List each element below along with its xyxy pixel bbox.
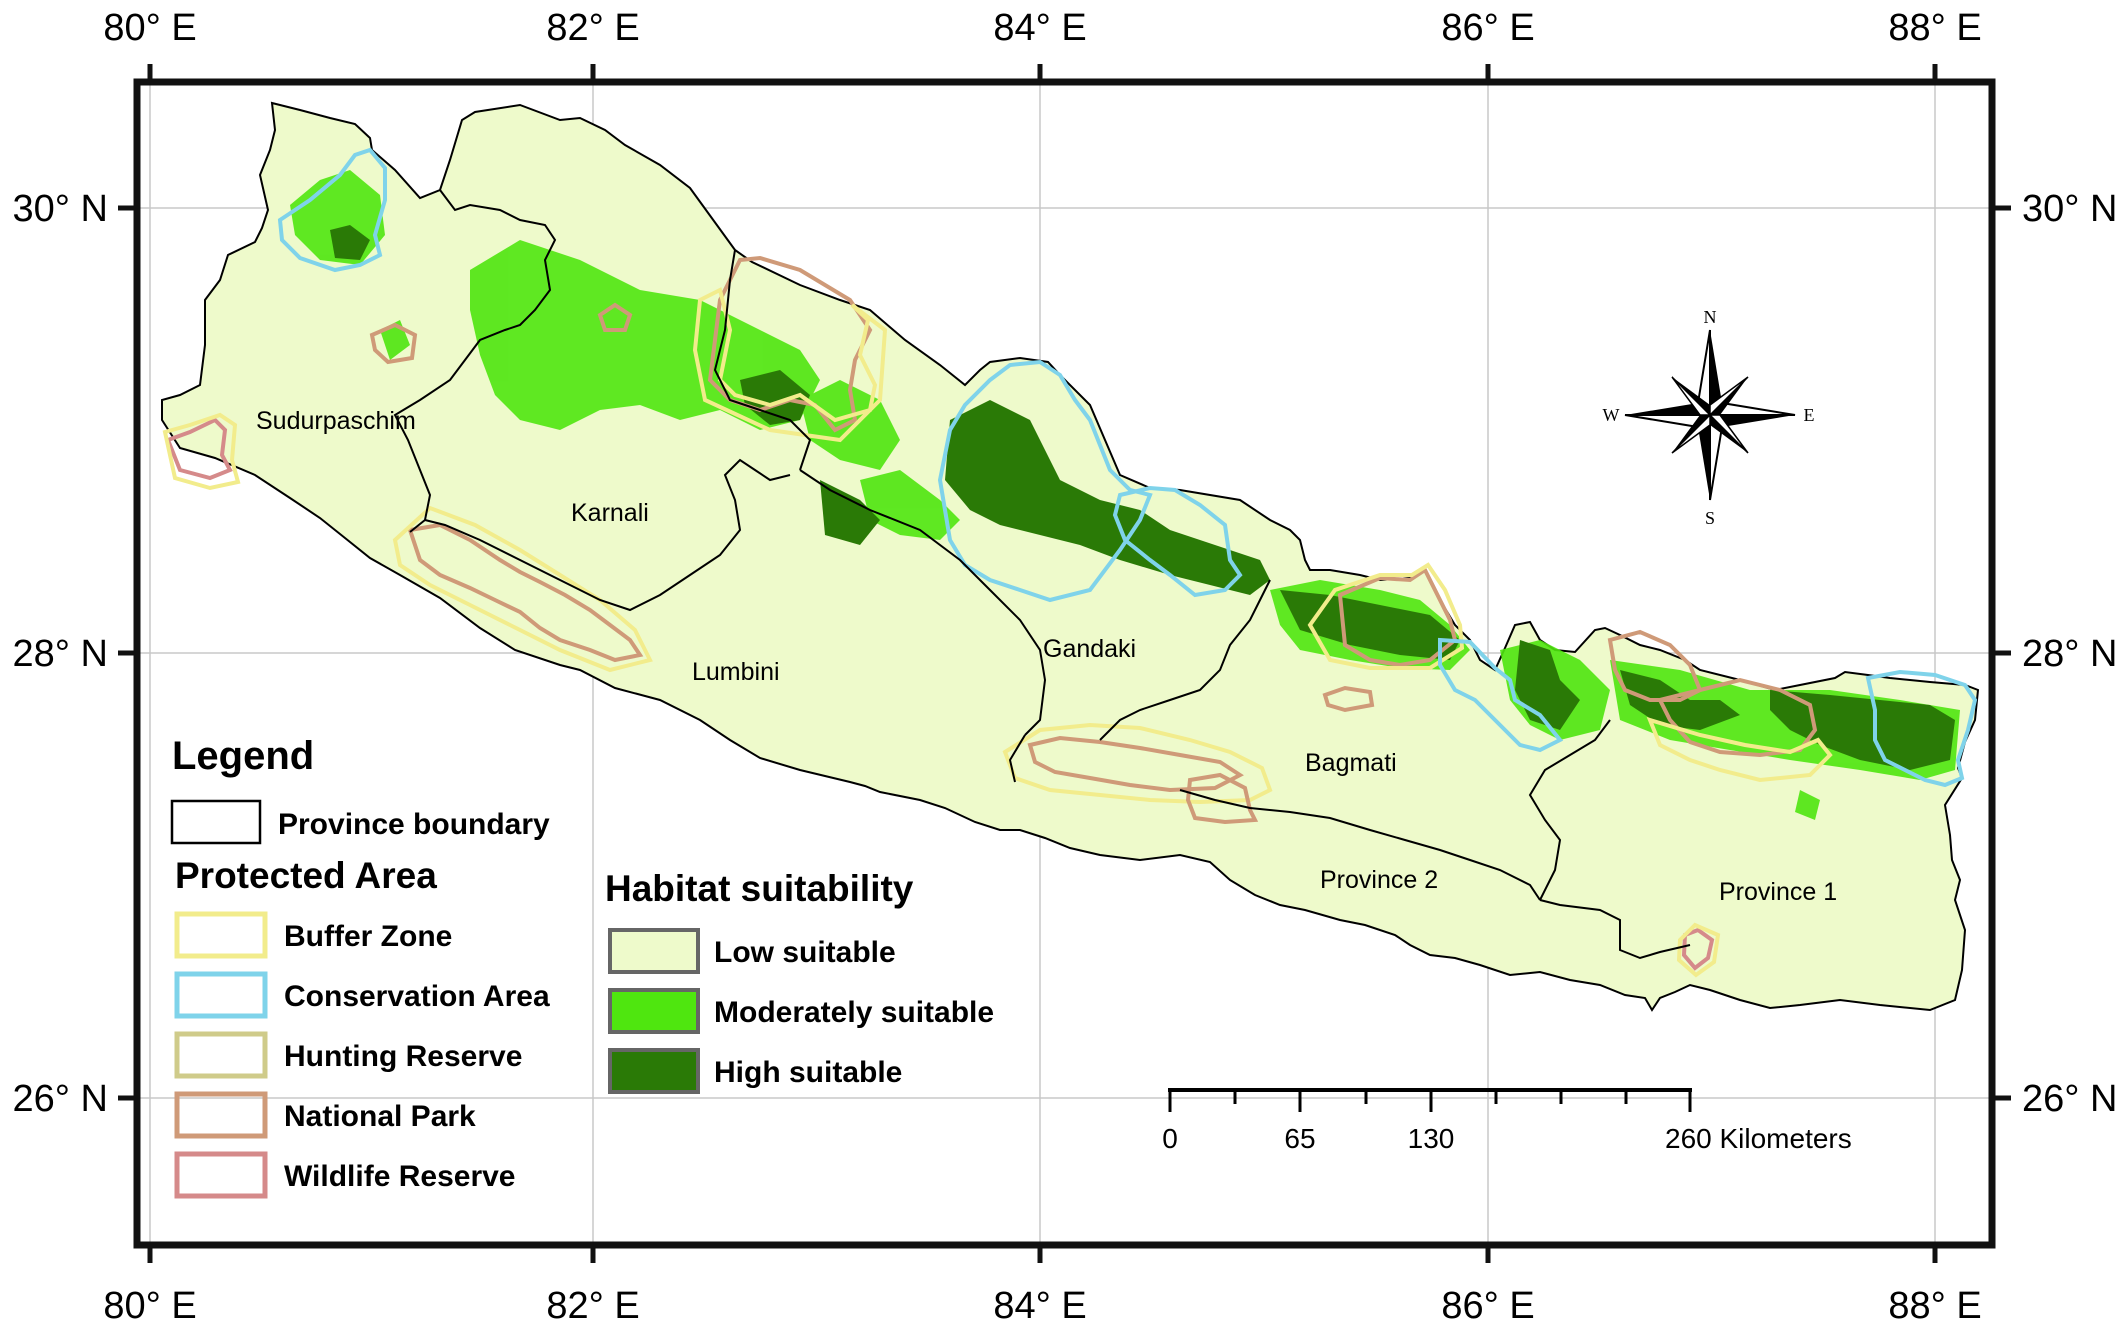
legend-title: Legend: [172, 734, 314, 778]
left-label-26: 26° N: [13, 1078, 108, 1120]
legend-label-national-park: National Park: [284, 1100, 476, 1133]
legend-swatch-province-boundary: [170, 799, 262, 845]
legend-label-conservation-area: Conservation Area: [284, 980, 550, 1013]
right-label-26: 26° N: [2022, 1078, 2117, 1120]
national-park-khaptad: [597, 302, 633, 332]
top-label-80: 80° E: [103, 7, 196, 49]
buffer-zone-chitwan: [1002, 722, 1273, 805]
legend-label-hunting-reserve: Hunting Reserve: [284, 1040, 522, 1073]
legend-swatch-moderately-suitable: [608, 988, 700, 1034]
legend-label-buffer-zone: Buffer Zone: [284, 920, 452, 953]
bottom-label-84: 84° E: [993, 1285, 1086, 1327]
top-label-86: 86° E: [1441, 7, 1534, 49]
boundary-lumbini-gandaki: [799, 469, 1047, 736]
buffer-zone-koshi: [1676, 922, 1721, 978]
label-karnali: Karnali: [571, 499, 649, 527]
national-park-rara: [369, 322, 418, 365]
scale-label-65: 65: [1284, 1123, 1315, 1154]
label-sudurpaschim: Sudurpaschim: [256, 407, 416, 435]
buffer-zone-shey: [692, 287, 888, 443]
bottom-label-82: 82° E: [546, 1285, 639, 1327]
wildlife-reserve-shuklaphanta: [165, 417, 233, 481]
legend-label-province-boundary: Province boundary: [278, 808, 550, 841]
buffer-zone-langtang: [1307, 562, 1465, 670]
scale-bar: 0 65 130 260 Kilometers: [1162, 1088, 1852, 1154]
boundary-province2-province1: [1539, 899, 1691, 960]
compass-w: W: [1603, 405, 1620, 425]
legend-swatch-low-suitable: [608, 928, 700, 974]
compass-s: S: [1705, 508, 1715, 528]
left-label-30: 30° N: [13, 188, 108, 230]
legend: Legend Province boundary Protected Area …: [170, 734, 994, 1199]
compass-e: E: [1804, 405, 1815, 425]
bottom-label-86: 86° E: [1441, 1285, 1534, 1327]
high-habitat: [330, 225, 1955, 770]
legend-label-high-suitable: High suitable: [714, 1056, 902, 1089]
right-label-30: 30° N: [2022, 188, 2117, 230]
bottom-label-88: 88° E: [1888, 1285, 1981, 1327]
scale-label-260-kilometers: 260 Kilometers: [1665, 1123, 1852, 1154]
legend-swatch-national-park: [174, 1091, 268, 1139]
conservation-area-west: [277, 147, 387, 273]
label-gandaki: Gandaki: [1043, 635, 1136, 663]
protected-area-title: Protected Area: [175, 855, 437, 896]
national-park-chitwan: [1027, 735, 1244, 793]
wildlife-reserve-koshi: [1681, 927, 1715, 971]
scale-label-130: 130: [1408, 1123, 1455, 1154]
top-label-82: 82° E: [546, 7, 639, 49]
national-park-makalu: [1657, 677, 1818, 758]
left-label-28: 28° N: [13, 633, 108, 675]
top-label-88: 88° E: [1888, 7, 1981, 49]
conservation-area-annapurna: [937, 359, 1153, 603]
label-bagmati: Bagmati: [1305, 749, 1397, 777]
compass-n: N: [1704, 307, 1717, 327]
buffer-zone-makalu: [1646, 716, 1833, 783]
legend-swatch-high-suitable: [608, 1048, 700, 1094]
label-province-2: Province 2: [1320, 866, 1438, 894]
boundary-gandaki-bagmati: [1099, 579, 1271, 741]
right-label-28: 28° N: [2022, 633, 2117, 675]
province-labels: Sudurpaschim Karnali Lumbini Gandaki Bag…: [256, 407, 1837, 906]
buffer-zone-bardia: [392, 505, 653, 673]
scale-label-0: 0: [1162, 1123, 1178, 1154]
national-park-langtang: [1337, 567, 1458, 668]
legend-swatch-wildlife-reserve: [174, 1151, 268, 1199]
boundary-lumbini-south: [1008, 734, 1026, 783]
compass-rose: N S E W: [1603, 307, 1815, 528]
bottom-label-80: 80° E: [103, 1285, 196, 1327]
label-lumbini: Lumbini: [692, 658, 780, 686]
conservation-area-kanchenjunga: [1865, 669, 1978, 788]
buffer-zone-shuklaphanta: [162, 412, 241, 491]
national-park-sagarmatha: [1607, 629, 1703, 702]
legend-swatch-hunting-reserve: [174, 1031, 268, 1079]
national-park-bardia: [407, 522, 644, 663]
boundary-bagmati-province2: [1179, 789, 1541, 901]
legend-label-low-suitable: Low suitable: [714, 936, 896, 969]
boundary-sudurpaschim-karnali: [393, 189, 557, 533]
legend-label-moderately-suitable: Moderately suitable: [714, 996, 994, 1029]
conservation-area-manaslu: [1112, 485, 1243, 598]
legend-swatch-buffer-zone: [174, 911, 268, 959]
compass-star-icon: [1624, 329, 1796, 501]
protected-areas: [162, 147, 1978, 978]
legend-label-wildlife-reserve: Wildlife Reserve: [284, 1160, 516, 1193]
boundary-karnali-gandaki: [713, 249, 812, 471]
legend-swatch-conservation-area: [174, 971, 268, 1019]
top-label-84: 84° E: [993, 7, 1086, 49]
conservation-area-gaurishankar: [1438, 637, 1564, 753]
national-park-shey: [707, 255, 873, 433]
tick-marks: [118, 64, 2011, 1263]
graticule-labels: 80° E 82° E 84° E 86° E 88° E 80° E 82° …: [13, 7, 2118, 1327]
habitat-suitability-title: Habitat suitability: [605, 868, 914, 909]
boundary-bagmati-province1: [1528, 719, 1611, 901]
province-boundaries: [393, 189, 1691, 960]
boundary-karnali-lumbini: [424, 458, 791, 612]
map-frame: [133, 78, 1996, 1249]
national-park-parsa: [1185, 772, 1259, 825]
national-park-shivapuri: [1322, 685, 1375, 713]
label-province-1: Province 1: [1719, 878, 1837, 906]
